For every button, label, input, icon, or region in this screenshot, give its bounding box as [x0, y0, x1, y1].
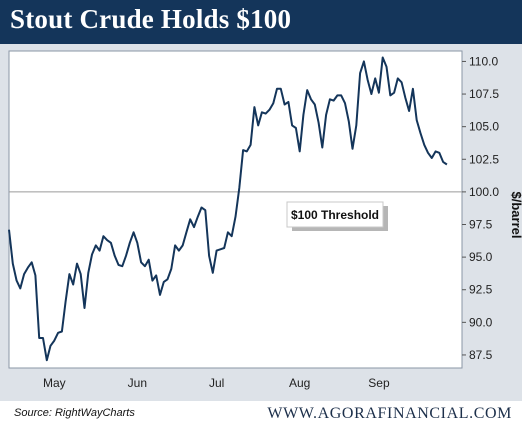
x-tick-label: May [43, 376, 66, 390]
y-tick-label: 100.0 [469, 185, 499, 199]
x-tick-label: Sep [368, 376, 390, 390]
y-tick-label: 92.5 [469, 283, 493, 297]
y-axis: 110.0 107.5 105.0 102.5 100.0 97.5 95.0 92.5 90.… [462, 54, 499, 362]
y-axis-label: $/barrel [509, 192, 522, 239]
threshold-annotation-label: $100 Threshold [291, 208, 379, 222]
y-tick-label: 105.0 [469, 120, 499, 134]
y-tick-label: 95.0 [469, 250, 493, 264]
x-tick-label: Jul [209, 376, 224, 390]
site-url: WWW.AGORAFINANCIAL.COM [267, 405, 512, 422]
x-tick-label: Aug [289, 376, 310, 390]
x-axis: May Jun Jul Aug Sep [43, 376, 390, 390]
threshold-annotation-box [286, 201, 384, 228]
y-tick-label: 102.5 [469, 152, 499, 166]
chart-title: Stout Crude Holds $100 [10, 4, 292, 34]
y-tick-label: 97.5 [469, 218, 493, 232]
x-tick-label: Jun [128, 376, 147, 390]
source-note: Source: RightWayCharts [14, 407, 135, 419]
y-tick-label: 110.0 [469, 54, 498, 68]
title-bar: Stout Crude Holds $100 [0, 0, 522, 44]
threshold-annotation: $100 Threshold [286, 201, 388, 231]
chart-frame: 110.0 107.5 105.0 102.5 100.0 97.5 95.0 92.5 90.… [0, 44, 522, 401]
y-tick-label: 90.0 [469, 315, 493, 329]
price-chart: 110.0 107.5 105.0 102.5 100.0 97.5 95.0 92.5 90.… [8, 50, 522, 390]
y-tick-label: 87.5 [469, 348, 493, 362]
y-tick-label: 107.5 [469, 87, 499, 101]
price-series-line [8, 56, 448, 362]
